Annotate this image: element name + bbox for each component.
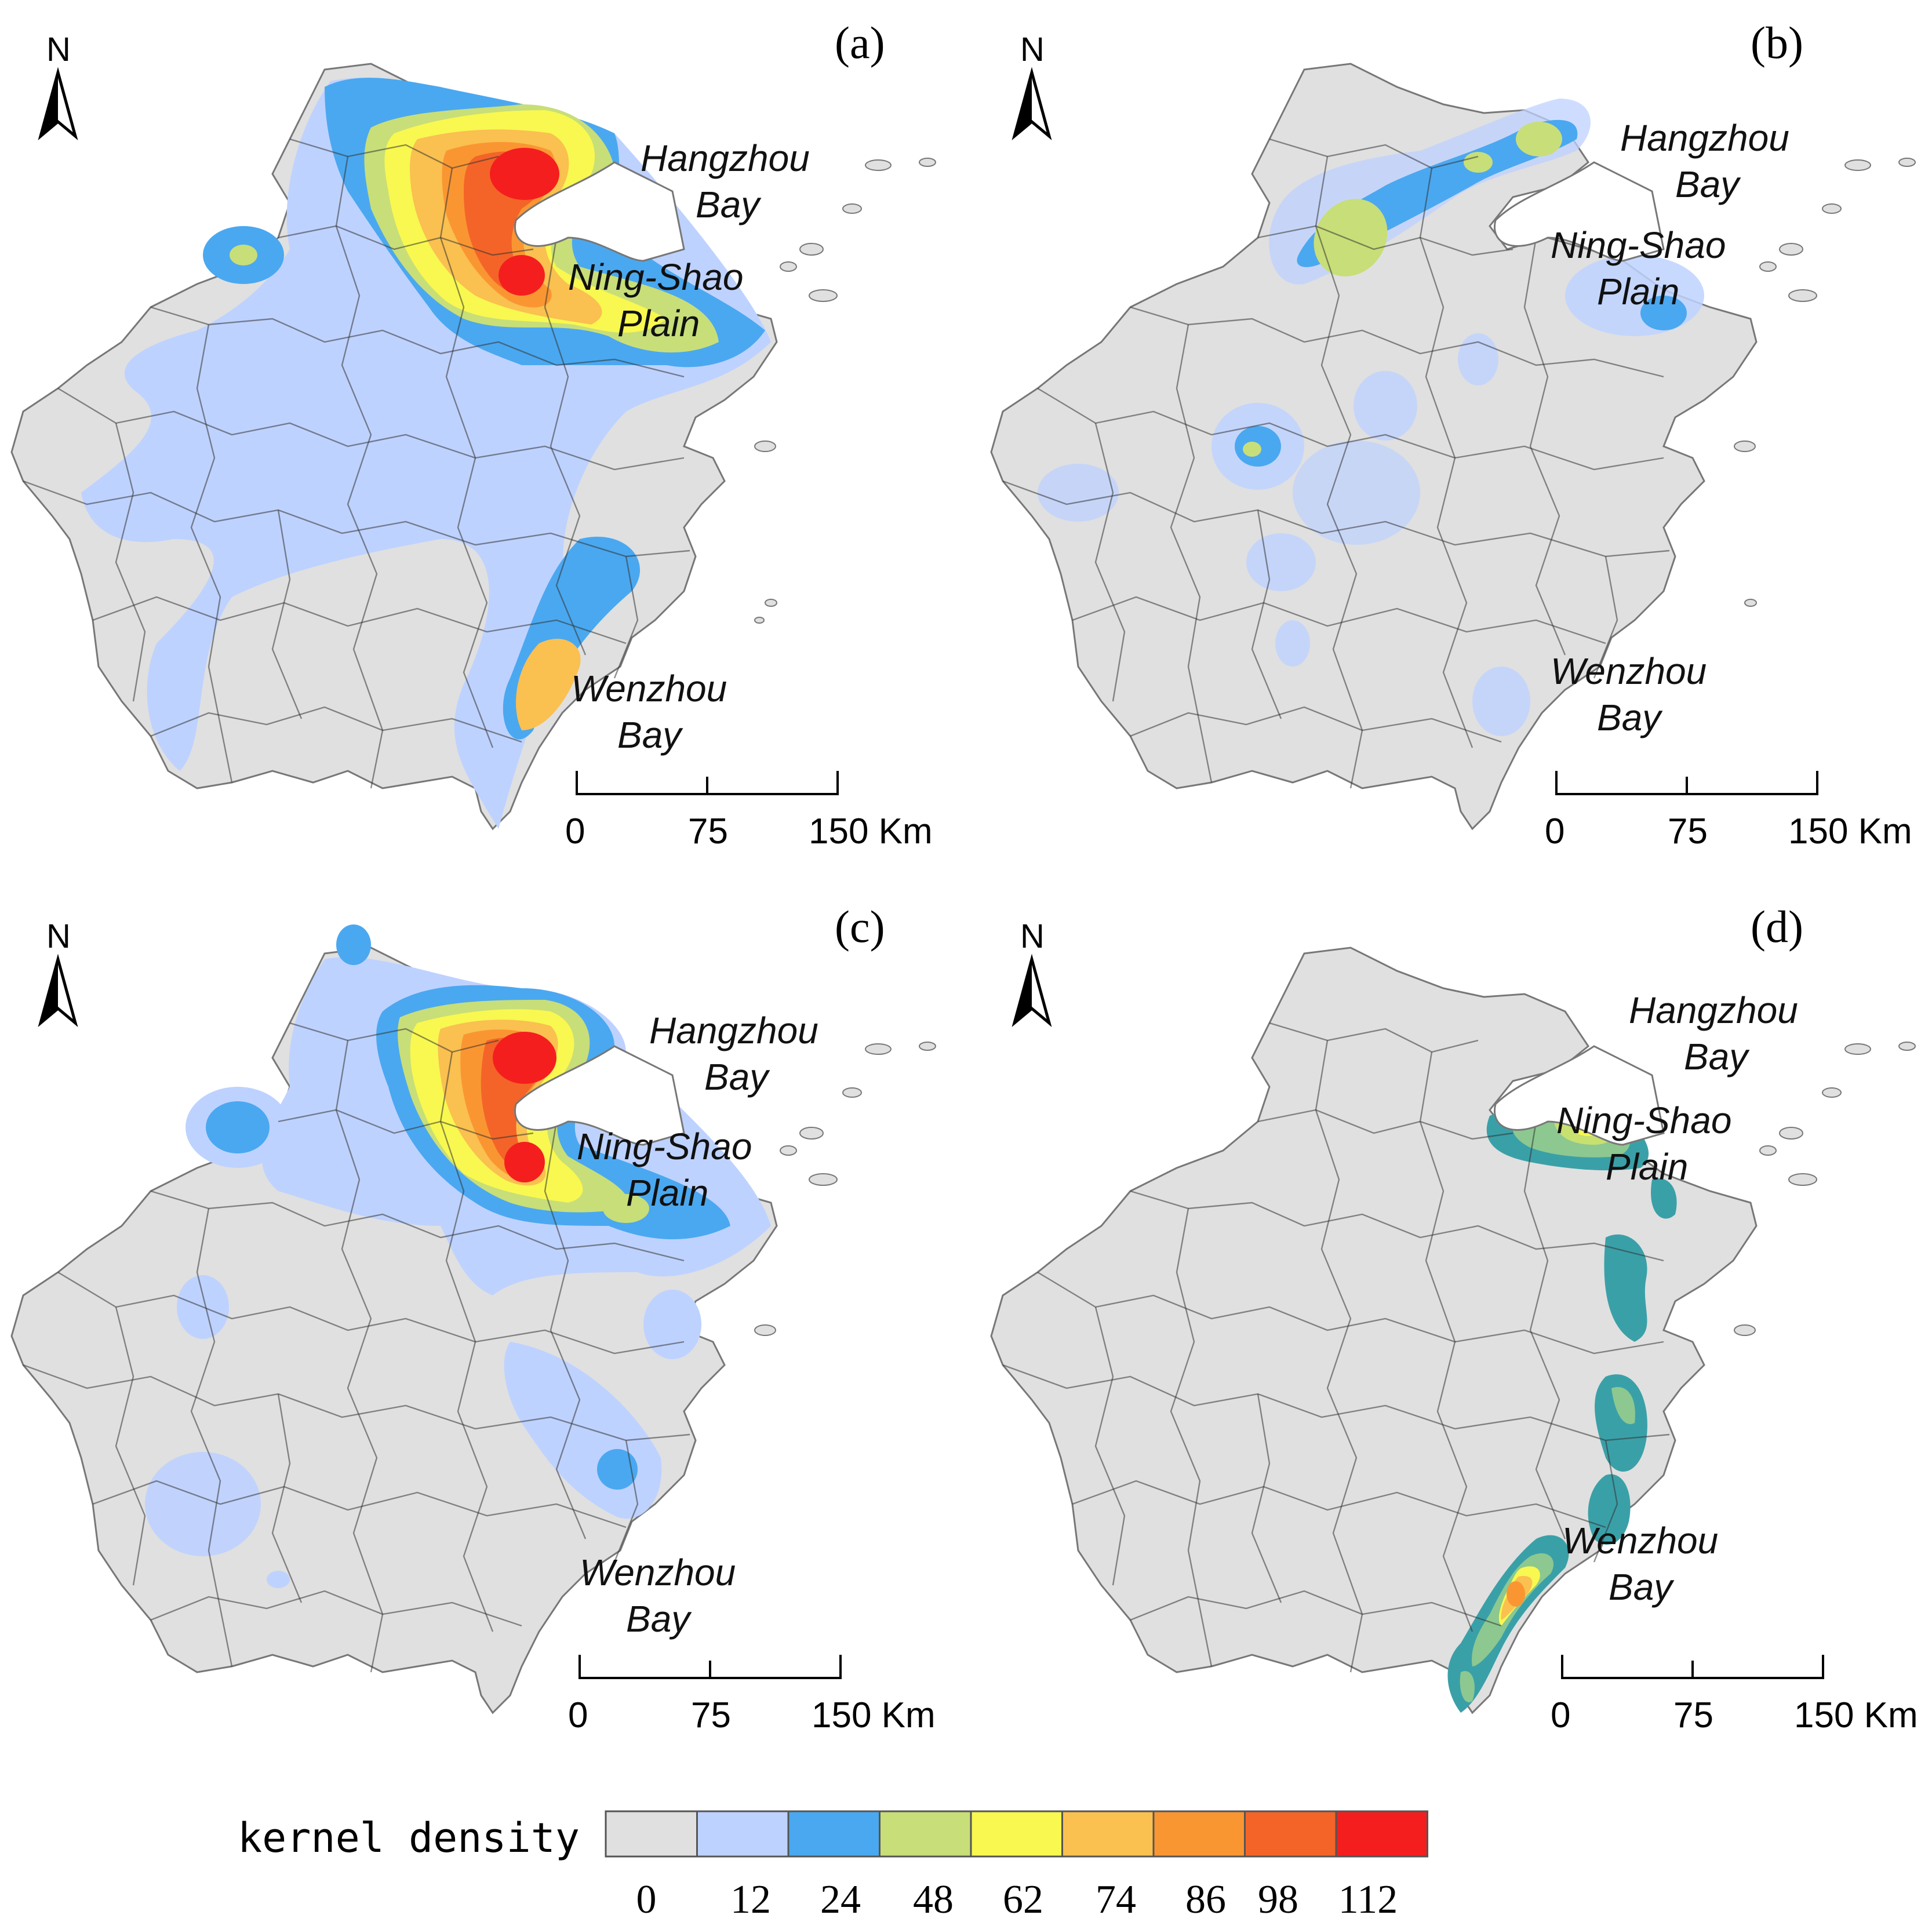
panel-b-map: N (b) Hangzhou Bay Ning-Shao Plain Wenzh… bbox=[990, 17, 1916, 851]
svg-text:N: N bbox=[46, 31, 71, 68]
place-ning-shao: Ning-Shao bbox=[577, 1126, 752, 1167]
place-plain: Plain bbox=[1606, 1146, 1688, 1188]
legend-swatch bbox=[1152, 1810, 1246, 1858]
place-bay: Bay bbox=[1609, 1566, 1675, 1608]
legend-swatch bbox=[879, 1810, 972, 1858]
place-wenzhou: Wenzhou bbox=[571, 668, 727, 709]
place-wenzhou: Wenzhou bbox=[1551, 650, 1707, 692]
place-bay: Bay bbox=[1675, 163, 1741, 205]
panel-c-label: (c) bbox=[835, 901, 885, 952]
north-arrow-icon: N bbox=[1014, 31, 1049, 136]
legend-swatch bbox=[970, 1810, 1063, 1858]
place-wenzhou: Wenzhou bbox=[580, 1552, 736, 1593]
legend-swatch bbox=[1061, 1810, 1155, 1858]
place-hangzhou: Hangzhou bbox=[641, 137, 810, 179]
svg-text:75: 75 bbox=[688, 811, 728, 851]
svg-text:75: 75 bbox=[1668, 811, 1708, 851]
legend-title: kernel density bbox=[238, 1814, 580, 1862]
legend-tick-label: 98 bbox=[1258, 1877, 1298, 1922]
place-bay: Bay bbox=[626, 1598, 692, 1640]
legend-tick-label: 24 bbox=[820, 1877, 861, 1922]
north-arrow-icon: N bbox=[41, 918, 75, 1023]
svg-text:150 Km: 150 Km bbox=[812, 1695, 936, 1735]
svg-text:N: N bbox=[1020, 31, 1045, 68]
place-plain: Plain bbox=[1597, 271, 1679, 312]
legend-swatch bbox=[1335, 1810, 1428, 1858]
legend-tick-label: 86 bbox=[1185, 1877, 1226, 1922]
place-hangzhou: Hangzhou bbox=[1620, 117, 1789, 159]
legend-swatch bbox=[605, 1810, 698, 1858]
svg-text:150 Km: 150 Km bbox=[1794, 1695, 1918, 1735]
svg-text:75: 75 bbox=[691, 1695, 731, 1735]
place-hangzhou: Hangzhou bbox=[649, 1010, 818, 1051]
panel-b-label: (b) bbox=[1751, 17, 1803, 68]
scale-bar: 0 75 150 Km bbox=[568, 1655, 936, 1735]
panel-d-label: (d) bbox=[1751, 901, 1803, 952]
place-bay: Bay bbox=[696, 184, 762, 225]
scale-bar: 0 75 150 Km bbox=[565, 771, 933, 851]
panel-d-map: N (d) Hangzhou Bay Ning-Shao Plain Wenzh… bbox=[990, 901, 1918, 1735]
scale-bar: 0 75 150 Km bbox=[1545, 771, 1912, 851]
svg-text:0: 0 bbox=[1551, 1695, 1570, 1735]
panel-c-map: N (c) Hangzhou Bay Ning-Shao Plain Wenzh… bbox=[10, 901, 936, 1735]
place-hangzhou: Hangzhou bbox=[1629, 989, 1798, 1031]
place-bay: Bay bbox=[617, 714, 683, 756]
svg-text:0: 0 bbox=[565, 811, 585, 851]
legend-tick-label: 12 bbox=[730, 1877, 771, 1922]
scale-bar: 0 75 150 Km bbox=[1551, 1655, 1918, 1735]
place-bay: Bay bbox=[1684, 1036, 1750, 1078]
place-bay: Bay bbox=[1597, 697, 1663, 738]
svg-text:0: 0 bbox=[1545, 811, 1564, 851]
svg-text:75: 75 bbox=[1673, 1695, 1713, 1735]
place-ning-shao: Ning-Shao bbox=[1556, 1100, 1731, 1141]
place-ning-shao: Ning-Shao bbox=[1551, 224, 1726, 266]
place-ning-shao: Ning-Shao bbox=[568, 256, 743, 298]
svg-text:N: N bbox=[46, 918, 71, 955]
north-arrow-icon: N bbox=[41, 31, 75, 136]
panel-b-density bbox=[1038, 99, 1704, 736]
panel-a-map: N (a) Hangzhou Bay Ning-Shao Plain Wenzh… bbox=[10, 17, 936, 851]
svg-text:N: N bbox=[1020, 918, 1045, 955]
legend-swatch bbox=[696, 1810, 789, 1858]
place-plain: Plain bbox=[626, 1172, 708, 1214]
place-plain: Plain bbox=[617, 303, 700, 344]
legend-tick-label: 62 bbox=[1003, 1877, 1043, 1922]
svg-text:150 Km: 150 Km bbox=[1788, 811, 1912, 851]
legend-swatch bbox=[787, 1810, 881, 1858]
legend: kernel density 0 12 24 48 62 74 86 98 112 bbox=[238, 1810, 1428, 1922]
legend-tick-label: 48 bbox=[913, 1877, 954, 1922]
legend-tick-label: 74 bbox=[1096, 1877, 1136, 1922]
legend-swatch bbox=[1244, 1810, 1337, 1858]
place-wenzhou: Wenzhou bbox=[1562, 1520, 1718, 1561]
place-bay: Bay bbox=[704, 1056, 770, 1098]
legend-tick-label: 0 bbox=[636, 1877, 657, 1922]
svg-text:150 Km: 150 Km bbox=[809, 811, 933, 851]
north-arrow-icon: N bbox=[1014, 918, 1049, 1023]
svg-text:0: 0 bbox=[568, 1695, 588, 1735]
legend-tick-label: 112 bbox=[1338, 1877, 1398, 1922]
panel-a-label: (a) bbox=[835, 17, 885, 68]
